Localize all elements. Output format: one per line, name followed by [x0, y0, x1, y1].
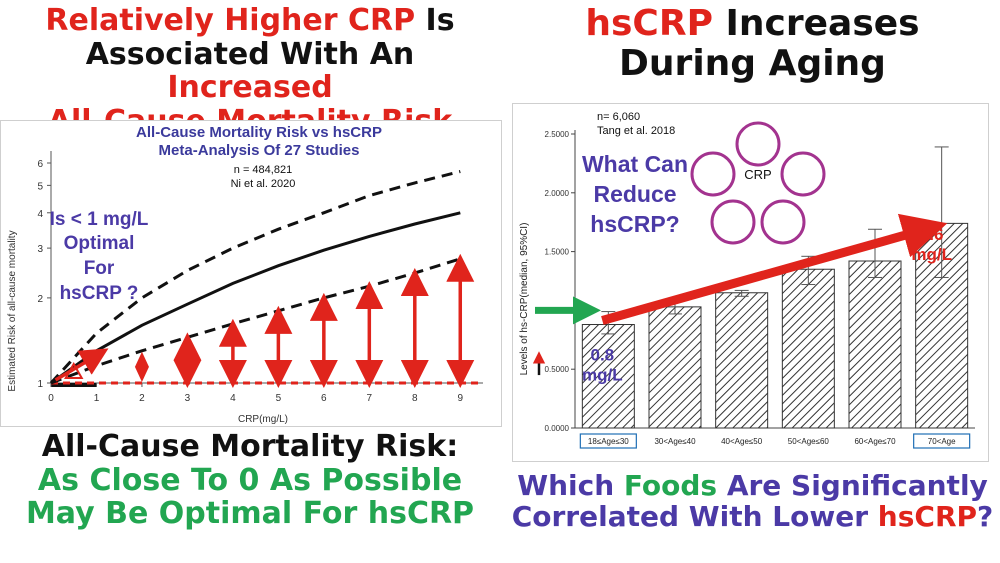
x-tick-label: 60<Age≤70	[854, 437, 896, 446]
high-value-label: 1.6mg/L	[911, 225, 952, 264]
reference-note: Tang et al. 2018	[597, 125, 675, 137]
y-tick-label: 1.5000	[545, 248, 570, 257]
right-bottom-text: Which Foods Are Significantly Correlated…	[511, 469, 994, 534]
protein-subunit	[735, 121, 781, 167]
y-tick-label: 3	[37, 244, 43, 255]
x-tick-label: 4	[230, 393, 236, 404]
data-bar	[781, 268, 835, 429]
y-tick-label: 6	[37, 159, 43, 170]
mortality-risk-chart: All-Cause Mortality Risk vs hsCRP Meta-A…	[0, 120, 502, 427]
y-tick-label: 1	[37, 379, 43, 390]
x-tick-label: 1	[94, 393, 100, 404]
x-tick-label: 9	[457, 393, 463, 404]
y-axis-label: Estimated Risk of all-cause mortality	[7, 230, 18, 391]
series-line	[49, 170, 461, 385]
question-annotation: What Can Reduce hsCRP?	[582, 151, 688, 237]
series-line	[50, 211, 461, 385]
x-tick-label: 6	[321, 393, 327, 404]
question-line: hsCRP?	[590, 211, 679, 237]
sample-size-note: n = 484,821	[234, 164, 292, 176]
plot-area: 0.00000.50001.00001.50002.00002.500018≤A…	[532, 130, 975, 449]
optimal-annotation: Is < 1 mg/L Optimal For hsCRP ?	[50, 209, 149, 304]
y-tick-label: 2.5000	[545, 130, 570, 139]
x-tick-label: 7	[367, 393, 373, 404]
hscrp-aging-svg: n= 6,060 Tang et al. 2018 Levels of hs-C…	[519, 111, 975, 449]
x-tick-label: 30<Age≤40	[654, 437, 696, 446]
y-tick-label: 0.0000	[545, 424, 570, 433]
y-tick-label: 0.5000	[545, 365, 570, 374]
question-line: What Can	[582, 151, 688, 177]
x-tick-label: 40<Age≤50	[721, 437, 763, 446]
data-bar	[648, 306, 702, 429]
chart-subtitle: Meta-Analysis Of 27 Studies	[159, 142, 360, 159]
y-axis-label: Levels of hs-CRP(median, 95%CI)	[519, 223, 530, 376]
y-tick-label: 4	[37, 209, 43, 220]
data-bar	[581, 324, 635, 429]
annotation-line: For	[84, 258, 115, 279]
data-bar	[848, 260, 902, 429]
protein-subunit	[690, 151, 736, 197]
low-value-label: 0.8mg/L	[582, 346, 623, 385]
protein-label: CRP	[744, 167, 771, 182]
y-tick-label: 2	[37, 294, 43, 305]
x-tick-label: 0	[48, 393, 54, 404]
x-axis-label: CRP(mg/L)	[238, 414, 288, 425]
hscrp-aging-chart: n= 6,060 Tang et al. 2018 Levels of hs-C…	[512, 103, 989, 462]
warning-triangle-icon	[64, 361, 84, 379]
x-tick-label: 70<Age	[928, 437, 956, 446]
data-bar	[715, 292, 769, 429]
category-highlight-box	[579, 433, 637, 449]
mortality-risk-svg: All-Cause Mortality Risk vs hsCRP Meta-A…	[7, 124, 483, 425]
left-title: Relatively Higher CRP Is Associated With…	[45, 3, 455, 138]
category-highlight-box	[913, 433, 971, 449]
x-tick-label: 8	[412, 393, 418, 404]
protein-subunit	[780, 151, 826, 197]
trend-arrow	[601, 213, 948, 325]
y-tick-label: 2.0000	[545, 189, 570, 198]
protein-subunit	[760, 199, 806, 245]
label-unit: mg/L	[911, 245, 952, 264]
label-unit: mg/L	[582, 366, 623, 385]
protein-subunit	[710, 199, 756, 245]
reference-note: Ni et al. 2020	[231, 178, 296, 190]
label-value: 0.8	[591, 346, 615, 365]
x-tick-label: 18≤Age≤30	[588, 437, 629, 446]
x-tick-label: 5	[276, 393, 282, 404]
left-bottom-text: All-Cause Mortality Risk: As Close To 0 …	[25, 429, 475, 532]
risk-diamond-marker	[134, 351, 149, 382]
annotation-line: Optimal	[64, 233, 135, 254]
label-value: 1.6	[920, 225, 944, 244]
annotation-line: hsCRP ?	[60, 283, 139, 304]
series-line	[50, 257, 461, 385]
sample-size-note: n= 6,060	[597, 111, 640, 123]
x-tick-label: 3	[185, 393, 191, 404]
y-tick-label: 5	[37, 181, 43, 192]
x-tick-label: 50<Age≤60	[788, 437, 830, 446]
chart-title: All-Cause Mortality Risk vs hsCRP	[136, 124, 382, 141]
question-line: Reduce	[593, 181, 676, 207]
annotation-line: Is < 1 mg/L	[50, 209, 149, 230]
x-tick-label: 2	[139, 393, 145, 404]
right-title: hsCRP Increases During Aging	[585, 3, 920, 85]
crp-protein-illustration: CRP	[690, 121, 826, 245]
